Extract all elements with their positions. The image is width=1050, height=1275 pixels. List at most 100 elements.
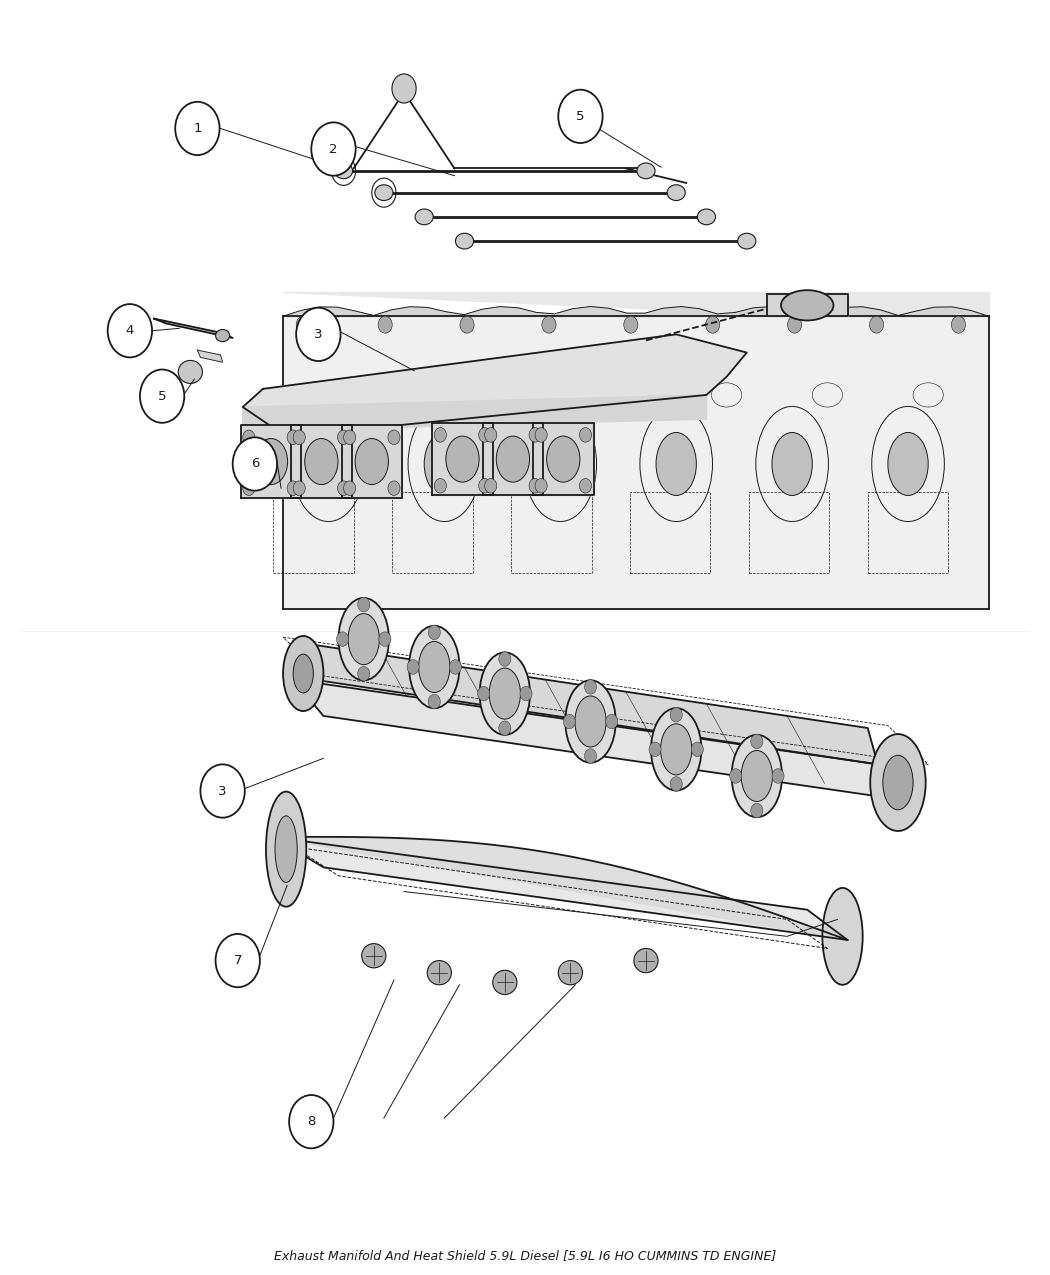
Circle shape — [175, 102, 219, 156]
Polygon shape — [197, 351, 223, 362]
Ellipse shape — [275, 816, 297, 882]
Ellipse shape — [349, 613, 379, 664]
Polygon shape — [240, 426, 301, 497]
Circle shape — [243, 481, 255, 496]
Circle shape — [499, 652, 511, 667]
Polygon shape — [243, 334, 747, 427]
Circle shape — [670, 708, 682, 722]
Circle shape — [392, 74, 416, 103]
Ellipse shape — [634, 949, 658, 973]
Circle shape — [293, 481, 306, 496]
Text: 5: 5 — [576, 110, 585, 122]
Polygon shape — [303, 643, 878, 764]
Ellipse shape — [732, 734, 782, 817]
Ellipse shape — [565, 681, 615, 762]
Polygon shape — [284, 292, 989, 316]
Circle shape — [407, 659, 419, 674]
Circle shape — [479, 478, 490, 493]
Ellipse shape — [355, 439, 388, 484]
Circle shape — [585, 748, 596, 764]
Circle shape — [311, 122, 356, 176]
Circle shape — [358, 597, 370, 612]
Circle shape — [606, 714, 617, 729]
Circle shape — [691, 742, 704, 756]
Polygon shape — [341, 426, 402, 497]
Ellipse shape — [215, 329, 230, 342]
Circle shape — [563, 714, 575, 729]
Circle shape — [435, 478, 446, 493]
Ellipse shape — [410, 626, 460, 708]
Circle shape — [296, 307, 340, 361]
Polygon shape — [483, 423, 543, 496]
Circle shape — [387, 430, 400, 445]
Ellipse shape — [781, 291, 834, 320]
Ellipse shape — [415, 209, 434, 224]
Circle shape — [378, 316, 393, 333]
Circle shape — [730, 769, 741, 783]
Text: 2: 2 — [330, 143, 338, 156]
Ellipse shape — [338, 598, 388, 681]
Circle shape — [336, 632, 349, 646]
Text: 8: 8 — [307, 1116, 315, 1128]
Circle shape — [670, 776, 682, 792]
Ellipse shape — [870, 734, 926, 831]
Circle shape — [788, 316, 802, 333]
Polygon shape — [273, 836, 847, 940]
Circle shape — [337, 481, 350, 496]
Circle shape — [951, 316, 966, 333]
Circle shape — [485, 478, 497, 493]
Circle shape — [520, 686, 532, 701]
Circle shape — [289, 1095, 334, 1149]
Circle shape — [215, 933, 260, 987]
Circle shape — [449, 659, 462, 674]
Ellipse shape — [547, 436, 580, 482]
Ellipse shape — [637, 163, 655, 179]
Ellipse shape — [284, 636, 323, 711]
Ellipse shape — [456, 233, 474, 249]
Ellipse shape — [309, 432, 349, 496]
Ellipse shape — [293, 654, 313, 692]
Ellipse shape — [883, 755, 914, 810]
Ellipse shape — [667, 185, 686, 200]
Polygon shape — [291, 426, 352, 497]
Circle shape — [580, 478, 591, 493]
Ellipse shape — [772, 432, 813, 496]
Ellipse shape — [489, 668, 521, 719]
Circle shape — [706, 316, 720, 333]
Circle shape — [233, 437, 277, 491]
Circle shape — [869, 316, 884, 333]
Circle shape — [624, 316, 638, 333]
Circle shape — [435, 427, 446, 442]
Ellipse shape — [697, 209, 715, 224]
Circle shape — [287, 430, 299, 445]
Circle shape — [529, 427, 541, 442]
Circle shape — [201, 764, 245, 817]
Circle shape — [337, 430, 350, 445]
Polygon shape — [284, 316, 989, 609]
Circle shape — [343, 430, 356, 445]
Ellipse shape — [741, 751, 773, 802]
Circle shape — [343, 481, 356, 496]
Circle shape — [559, 89, 603, 143]
Circle shape — [428, 625, 440, 640]
Ellipse shape — [559, 960, 583, 984]
Circle shape — [479, 427, 490, 442]
Circle shape — [751, 803, 763, 817]
Circle shape — [243, 430, 255, 445]
Ellipse shape — [446, 436, 479, 482]
Circle shape — [536, 427, 547, 442]
Ellipse shape — [888, 432, 928, 496]
Text: 3: 3 — [218, 784, 227, 797]
Ellipse shape — [497, 436, 529, 482]
Text: Exhaust Manifold And Heat Shield 5.9L Diesel [5.9L I6 HO CUMMINS TD ENGINE]: Exhaust Manifold And Heat Shield 5.9L Di… — [274, 1250, 776, 1262]
Ellipse shape — [266, 792, 307, 907]
Circle shape — [499, 720, 511, 736]
Circle shape — [460, 316, 475, 333]
Circle shape — [108, 305, 152, 357]
Circle shape — [542, 316, 557, 333]
Ellipse shape — [427, 960, 452, 984]
Text: 3: 3 — [314, 328, 322, 340]
Ellipse shape — [822, 887, 863, 984]
Polygon shape — [766, 295, 847, 316]
Circle shape — [751, 734, 763, 748]
